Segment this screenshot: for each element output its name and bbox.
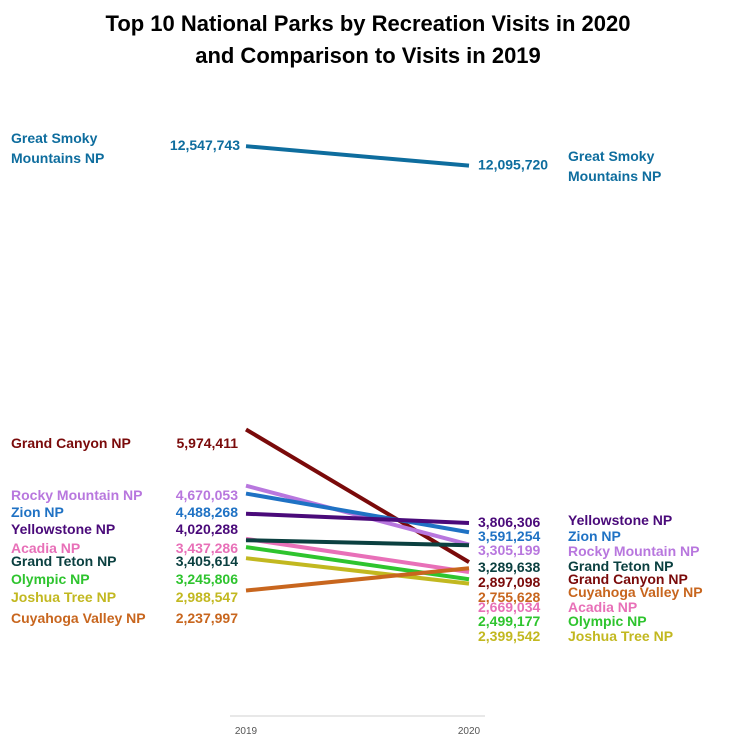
series-name-right-yellowstone-np: Yellowstone NP bbox=[568, 512, 672, 528]
series-name-right-zion-np: Zion NP bbox=[568, 528, 621, 544]
series-name-left-yellowstone-np: Yellowstone NP bbox=[11, 521, 115, 537]
value-label-2019-rocky-mountain-np: 4,670,053 bbox=[176, 487, 238, 503]
value-label-2019-olympic-np: 3,245,806 bbox=[176, 571, 238, 587]
value-label-2019-grand-canyon-np: 5,974,411 bbox=[176, 435, 238, 451]
series-name-left-cuyahoga-valley-np: Cuyahoga Valley NP bbox=[11, 610, 146, 626]
value-label-2019-cuyahoga-valley-np: 2,237,997 bbox=[176, 610, 238, 626]
series-name-right-rocky-mountain-np: Rocky Mountain NP bbox=[568, 543, 699, 559]
series-name-right-cuyahoga-valley-np: Cuyahoga Valley NP bbox=[568, 584, 703, 600]
series-name-right-great-smoky-mountains-np-2: Mountains NP bbox=[568, 168, 661, 184]
value-label-2020-grand-canyon-np: 2,897,098 bbox=[478, 574, 540, 590]
series-name-right-grand-teton-np: Grand Teton NP bbox=[568, 558, 674, 574]
series-name-left-rocky-mountain-np: Rocky Mountain NP bbox=[11, 487, 142, 503]
series-line-yellowstone-np bbox=[245, 511, 470, 525]
series-line-grand-canyon-np bbox=[244, 427, 471, 564]
value-label-2020-yellowstone-np: 3,806,306 bbox=[478, 514, 540, 530]
value-label-2020-zion-np: 3,591,254 bbox=[478, 528, 540, 544]
series-line-joshua-tree-np bbox=[245, 556, 470, 586]
value-label-2020-olympic-np: 2,499,177 bbox=[478, 613, 540, 629]
value-label-2019-yellowstone-np: 4,020,288 bbox=[176, 521, 238, 537]
series-name-left-joshua-tree-np: Joshua Tree NP bbox=[11, 589, 116, 605]
series-name-right-great-smoky-mountains-np-1: Great Smoky bbox=[568, 148, 655, 164]
series-name-left-zion-np: Zion NP bbox=[11, 504, 64, 520]
series-line-great-smoky-mountains-np bbox=[245, 144, 470, 168]
series-name-right-olympic-np: Olympic NP bbox=[568, 613, 647, 629]
value-label-2019-zion-np: 4,488,268 bbox=[176, 504, 238, 520]
series-name-left-great-smoky-mountains-np-2: Mountains NP bbox=[11, 150, 104, 166]
value-label-2019-grand-teton-np: 3,405,614 bbox=[176, 553, 238, 569]
value-label-2020-grand-teton-np: 3,289,638 bbox=[478, 559, 540, 575]
value-label-2020-great-smoky-mountains-np: 12,095,720 bbox=[478, 157, 548, 173]
chart-subtitle: and Comparison to Visits in 2019 bbox=[195, 43, 541, 68]
series-name-right-acadia-np: Acadia NP bbox=[568, 599, 637, 615]
series-name-left-acadia-np: Acadia NP bbox=[11, 540, 80, 556]
chart-title-block: Top 10 National Parks by Recreation Visi… bbox=[0, 8, 736, 72]
series-line-zion-np bbox=[245, 491, 470, 535]
series-line-cuyahoga-valley-np bbox=[245, 566, 470, 593]
chart-title: Top 10 National Parks by Recreation Visi… bbox=[105, 11, 631, 36]
series-line-rocky-mountain-np bbox=[245, 483, 470, 547]
series-name-left-grand-teton-np: Grand Teton NP bbox=[11, 553, 117, 569]
value-label-2019-joshua-tree-np: 2,988,547 bbox=[176, 589, 238, 605]
x-tick-label-2020: 2020 bbox=[458, 726, 481, 737]
series-name-left-grand-canyon-np: Grand Canyon NP bbox=[11, 435, 131, 451]
value-label-2020-joshua-tree-np: 2,399,542 bbox=[478, 628, 540, 644]
series-line-grand-teton-np bbox=[245, 538, 470, 548]
x-tick-label-2019: 2019 bbox=[235, 726, 258, 737]
series-name-left-olympic-np: Olympic NP bbox=[11, 571, 90, 587]
value-label-2019-acadia-np: 3,437,286 bbox=[176, 540, 238, 556]
series-name-right-joshua-tree-np: Joshua Tree NP bbox=[568, 628, 673, 644]
value-label-2020-cuyahoga-valley-np: 2,755,628 bbox=[478, 589, 540, 605]
value-label-2020-acadia-np: 2,669,034 bbox=[478, 599, 540, 615]
series-line-acadia-np bbox=[245, 536, 470, 574]
series-name-right-grand-canyon-np: Grand Canyon NP bbox=[568, 571, 688, 587]
series-name-left-great-smoky-mountains-np-1: Great Smoky bbox=[11, 130, 98, 146]
value-label-2020-rocky-mountain-np: 3,305,199 bbox=[478, 542, 540, 558]
value-label-2019-great-smoky-mountains-np: 12,547,743 bbox=[170, 137, 240, 153]
